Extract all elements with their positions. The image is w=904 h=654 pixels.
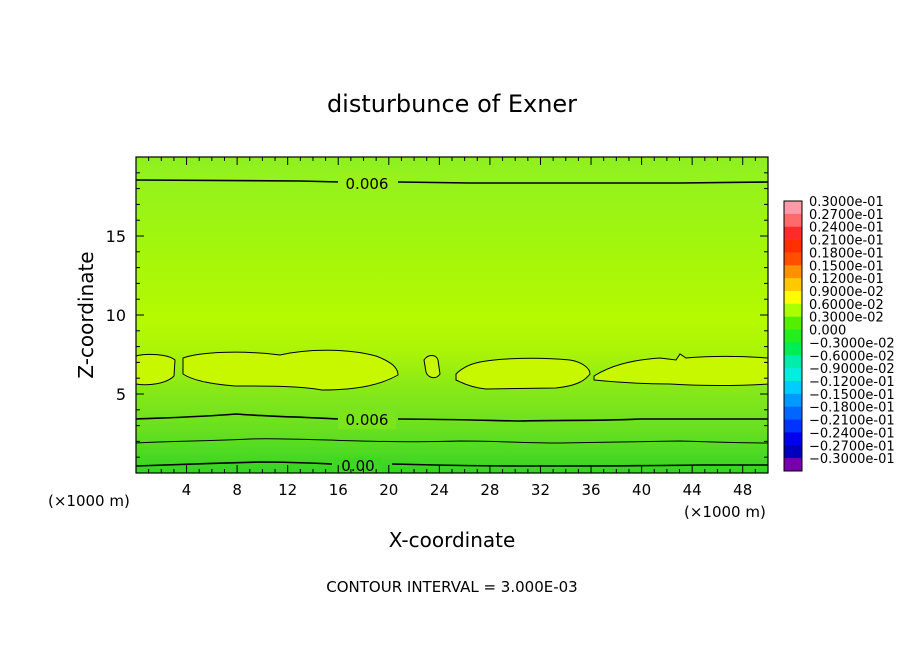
contour-blob-4 bbox=[455, 357, 591, 390]
colorbar-swatch bbox=[784, 368, 802, 382]
colorbar-swatch bbox=[784, 291, 802, 305]
colorbar-label: −0.9000e-02 bbox=[809, 362, 895, 377]
colorbar-swatch bbox=[784, 278, 802, 292]
colorbar-label: 0.2100e-01 bbox=[809, 234, 884, 249]
colorbar-frame bbox=[783, 200, 803, 472]
x-tick-label: 40 bbox=[632, 481, 651, 499]
contour-line-top bbox=[136, 179, 768, 184]
colorbar-label: 0.1500e-01 bbox=[809, 259, 884, 274]
y-axis-label: Z-coordinate bbox=[74, 251, 98, 378]
x-axis-ticks: 4 8 12 16 20 24 28 32 36 40 44 48 bbox=[148, 157, 756, 499]
colorbar-swatch bbox=[784, 226, 802, 240]
colorbar-swatch bbox=[784, 419, 802, 433]
colorbar-label: −0.3000e-02 bbox=[809, 336, 895, 351]
colorbar-label: −0.2700e-01 bbox=[809, 439, 895, 454]
colorbar-label: 0.1200e-01 bbox=[809, 272, 884, 287]
colorbar-label: 0.3000e-02 bbox=[809, 311, 884, 326]
colorbar-label: −0.1800e-01 bbox=[809, 401, 895, 416]
colorbar-label: −0.2400e-01 bbox=[809, 426, 895, 441]
contour-labels: 0.006 0.006 0.00 bbox=[334, 172, 396, 475]
colorbar-swatch bbox=[784, 213, 802, 228]
x-unit-right: (×1000 m) bbox=[684, 503, 766, 521]
plot-area bbox=[136, 157, 768, 473]
x-tick-label: 44 bbox=[683, 481, 702, 499]
contour-line-low bbox=[136, 438, 768, 444]
colorbar: 0.3000e-010.2700e-010.2400e-010.2100e-01… bbox=[783, 195, 895, 472]
colorbar-label: −0.2100e-01 bbox=[809, 414, 895, 429]
colorbar-swatch bbox=[784, 393, 802, 408]
contour-blob-1 bbox=[136, 353, 176, 386]
colorbar-swatch bbox=[784, 239, 802, 253]
x-tick-label: 28 bbox=[480, 481, 499, 499]
colorbar-label: −0.6000e-02 bbox=[809, 349, 895, 364]
y-tick-label: 15 bbox=[106, 227, 126, 246]
contour-blob-2 bbox=[182, 349, 399, 391]
x-tick-label: 20 bbox=[379, 481, 398, 499]
x-tick-label: 48 bbox=[733, 481, 752, 499]
y-axis-ticks: 5 10 15 bbox=[106, 172, 768, 458]
colorbar-swatch bbox=[784, 406, 802, 420]
x-tick-label: 24 bbox=[430, 481, 449, 499]
colorbar-swatch bbox=[784, 265, 802, 279]
y-tick-label: 10 bbox=[106, 306, 126, 325]
x-tick-label: 12 bbox=[278, 481, 297, 499]
contour-blob-3 bbox=[423, 355, 441, 379]
plot-background bbox=[136, 157, 768, 473]
contour-label-gap-2 bbox=[338, 409, 396, 429]
colorbar-swatch bbox=[784, 355, 802, 369]
x-axis-label: X-coordinate bbox=[389, 528, 516, 552]
y-tick-label: 5 bbox=[116, 385, 126, 404]
colorbar-swatch bbox=[784, 252, 802, 266]
colorbar-label: 0.9000e-02 bbox=[809, 285, 884, 300]
colorbar-label: 0.3000e-01 bbox=[809, 195, 884, 210]
x-tick-label: 36 bbox=[581, 481, 600, 499]
colorbar-label: 0.1800e-01 bbox=[809, 246, 884, 261]
colorbar-swatch bbox=[784, 329, 802, 343]
chart-title: disturbunce of Exner bbox=[327, 90, 577, 118]
colorbar-swatch bbox=[784, 432, 802, 446]
colorbar-swatch bbox=[784, 342, 802, 356]
colorbar-swatch bbox=[784, 201, 802, 215]
contour-label-2: 0.006 bbox=[346, 411, 389, 429]
colorbar-label: 0.2700e-01 bbox=[809, 208, 884, 223]
colorbar-label: −0.1200e-01 bbox=[809, 375, 895, 390]
colorbar-label: 0.000 bbox=[809, 324, 846, 339]
colorbar-swatch bbox=[784, 458, 802, 472]
colorbar-swatch bbox=[784, 303, 802, 318]
x-unit-left: (×1000 m) bbox=[48, 492, 130, 510]
colorbar-swatch bbox=[784, 381, 802, 395]
contour-interval-footer: CONTOUR INTERVAL = 3.000E-03 bbox=[326, 578, 577, 596]
contour-label-3: 0.00 bbox=[341, 457, 374, 475]
x-tick-label: 8 bbox=[232, 481, 242, 499]
colorbar-label: 0.6000e-02 bbox=[809, 298, 884, 313]
x-tick-label: 32 bbox=[531, 481, 550, 499]
colorbar-swatch bbox=[784, 316, 802, 330]
colorbar-label: −0.1500e-01 bbox=[809, 388, 895, 403]
contour-line-mid bbox=[136, 413, 768, 422]
colorbar-label: 0.2400e-01 bbox=[809, 221, 884, 236]
colorbar-swatch bbox=[784, 445, 802, 459]
contour-label-gap-1 bbox=[338, 172, 396, 192]
x-tick-label: 4 bbox=[182, 481, 192, 499]
contour-label-1: 0.006 bbox=[346, 175, 389, 193]
x-tick-label: 16 bbox=[329, 481, 348, 499]
contour-label-gap-3 bbox=[334, 458, 382, 473]
colorbar-label: −0.3000e-01 bbox=[809, 452, 895, 467]
